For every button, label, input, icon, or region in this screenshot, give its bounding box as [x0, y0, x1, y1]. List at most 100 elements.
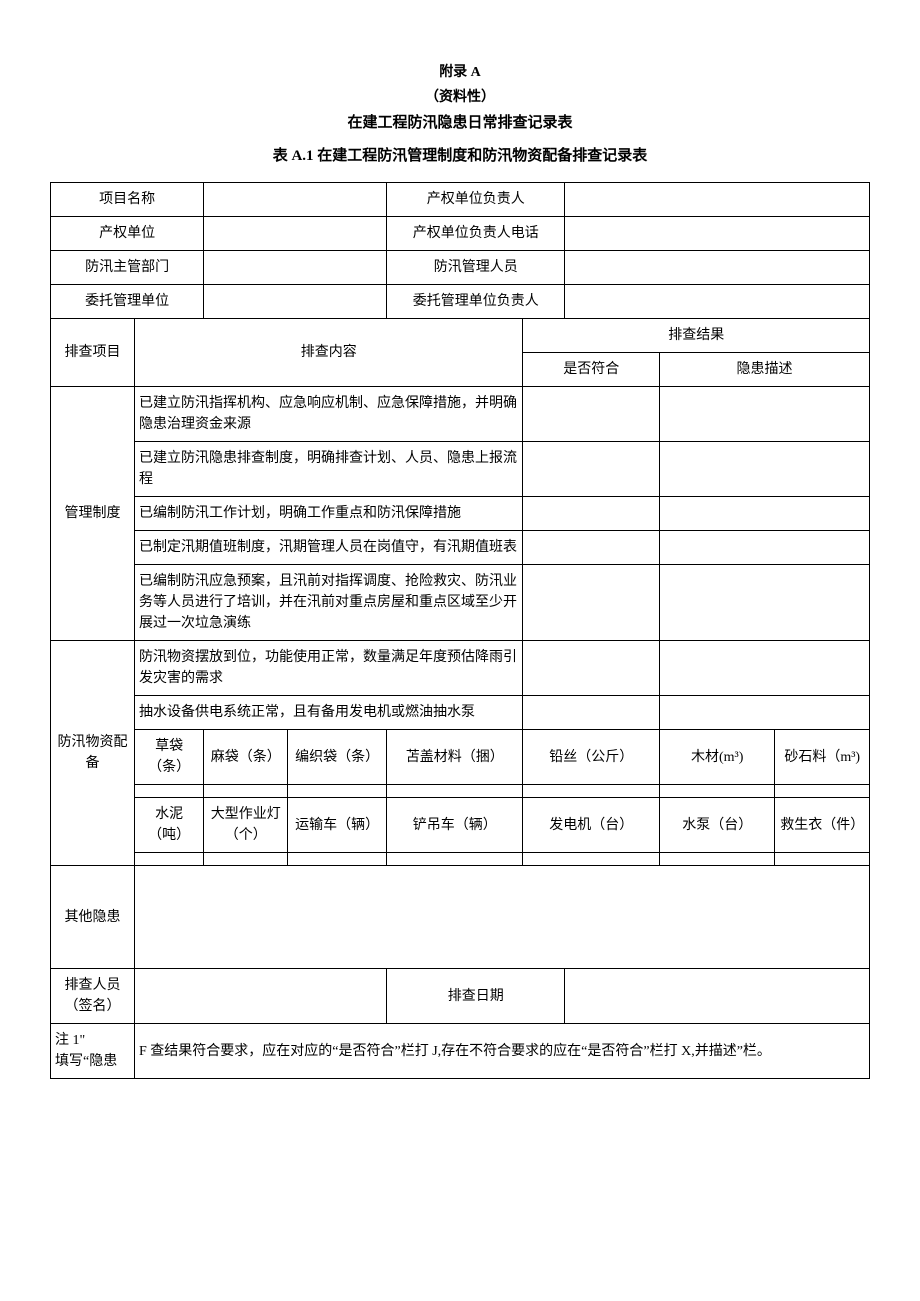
mgmt-desc — [659, 531, 869, 565]
inspection-table: 项目名称 产权单位负责人 产权单位 产权单位负责人电话 防汛主管部门 防汛管理人… — [50, 182, 870, 1079]
mgmt-content: 已编制防汛应急预案，且汛前对指挥调度、抢险救灾、防汛业务等人员进行了培训，并在汛… — [135, 565, 523, 641]
grid-value — [523, 785, 659, 798]
mgmt-row: 已制定汛期值班制度，汛期管理人员在岗值守，有汛期值班表 — [51, 531, 870, 565]
grid-value — [288, 785, 387, 798]
mgmt-row: 已编制防汛应急预案，且汛前对指挥调度、抢险救灾、防汛业务等人员进行了培训，并在汛… — [51, 565, 870, 641]
grid-value — [775, 853, 870, 866]
label-trust-unit: 委托管理单位 — [51, 285, 204, 319]
label-owner-phone: 产权单位负责人电话 — [386, 217, 565, 251]
label-project-name: 项目名称 — [51, 183, 204, 217]
col-result: 排查结果 — [523, 319, 870, 353]
supply-grid-header: 草袋（条） 麻袋（条） 编织袋（条） 苫盖材料（捆） 铅丝（公斤） 木材(m³)… — [51, 730, 870, 785]
mgmt-conform — [523, 497, 659, 531]
label-trust-person: 委托管理单位负责人 — [386, 285, 565, 319]
grid-value — [204, 853, 288, 866]
label-sign-date: 排查日期 — [386, 969, 565, 1024]
grid-cell: 救生衣（件） — [775, 798, 870, 853]
appendix-label: 附录 A — [50, 60, 870, 85]
grid-value — [386, 853, 523, 866]
label-sign-person: 排查人员（签名） — [51, 969, 135, 1024]
grid-cell: 麻袋（条） — [204, 730, 288, 785]
label-owner-unit: 产权单位 — [51, 217, 204, 251]
value-owner-phone — [565, 217, 870, 251]
mgmt-conform — [523, 442, 659, 497]
supply-row: 抽水设备供电系统正常，且有备用发电机或燃油抽水泵 — [51, 696, 870, 730]
label-dept: 防汛主管部门 — [51, 251, 204, 285]
mgmt-content: 已建立防汛指挥机构、应急响应机制、应急保障措施，并明确隐患治理资金来源 — [135, 387, 523, 442]
mgmt-content: 已建立防汛隐患排查制度，明确排查计划、人员、隐患上报流程 — [135, 442, 523, 497]
other-row: 其他隐患 — [51, 866, 870, 969]
note-label-text: 注 1" — [55, 1033, 85, 1048]
mgmt-row: 已建立防汛隐患排查制度，明确排查计划、人员、隐患上报流程 — [51, 442, 870, 497]
value-owner-unit — [204, 217, 387, 251]
mgmt-row: 已编制防汛工作计划，明确工作重点和防汛保障措施 — [51, 497, 870, 531]
grid-value — [135, 853, 204, 866]
document-header: 附录 A （资料性） 在建工程防汛隐患日常排查记录表 表 A.1 在建工程防汛管… — [50, 60, 870, 170]
nature-label: （资料性） — [50, 85, 870, 110]
col-desc: 隐患描述 — [659, 353, 869, 387]
value-trust-person — [565, 285, 870, 319]
value-trust-unit — [204, 285, 387, 319]
grid-cell: 运输车（辆） — [288, 798, 387, 853]
value-dept — [204, 251, 387, 285]
grid-value — [775, 785, 870, 798]
grid-value — [204, 785, 288, 798]
supply-conform — [523, 641, 659, 696]
grid-value — [523, 853, 659, 866]
supply-row: 防汛物资配备 防汛物资摆放到位，功能使用正常，数量满足年度预估降雨引发灾害的需求 — [51, 641, 870, 696]
label-manager: 防汛管理人员 — [386, 251, 565, 285]
grid-cell: 水泥（吨） — [135, 798, 204, 853]
grid-value — [659, 853, 774, 866]
signature-row: 排查人员（签名） 排查日期 — [51, 969, 870, 1024]
col-conform: 是否符合 — [523, 353, 659, 387]
col-item: 排查项目 — [51, 319, 135, 387]
mgmt-content: 已编制防汛工作计划，明确工作重点和防汛保障措施 — [135, 497, 523, 531]
info-row: 产权单位 产权单位负责人电话 — [51, 217, 870, 251]
grid-value — [288, 853, 387, 866]
mgmt-conform — [523, 565, 659, 641]
main-title: 在建工程防汛隐患日常排查记录表 — [50, 110, 870, 137]
supply-grid-value — [51, 785, 870, 798]
grid-cell: 木材(m³) — [659, 730, 774, 785]
grid-cell: 水泵（台） — [659, 798, 774, 853]
note-prefix-text: 填写“隐患 — [55, 1054, 117, 1069]
mgmt-desc — [659, 387, 869, 442]
mgmt-desc — [659, 442, 869, 497]
info-row: 委托管理单位 委托管理单位负责人 — [51, 285, 870, 319]
label-owner-person: 产权单位负责人 — [386, 183, 565, 217]
grid-value — [135, 785, 204, 798]
value-sign-date — [565, 969, 870, 1024]
other-content — [135, 866, 870, 969]
grid-value — [386, 785, 523, 798]
grid-cell: 铲吊车（辆） — [386, 798, 523, 853]
supply-conform — [523, 696, 659, 730]
supply-grid-value — [51, 853, 870, 866]
note-row: 注 1" 填写“隐患 F 查结果符合要求，应在对应的“是否符合”栏打 J,存在不… — [51, 1024, 870, 1079]
mgmt-desc — [659, 565, 869, 641]
section-supply: 防汛物资配备 — [51, 641, 135, 866]
grid-cell: 编织袋（条） — [288, 730, 387, 785]
supply-content: 防汛物资摆放到位，功能使用正常，数量满足年度预估降雨引发灾害的需求 — [135, 641, 523, 696]
value-manager — [565, 251, 870, 285]
col-content: 排查内容 — [135, 319, 523, 387]
grid-cell: 发电机（台） — [523, 798, 659, 853]
section-mgmt: 管理制度 — [51, 387, 135, 641]
header-row: 排查项目 排查内容 排查结果 — [51, 319, 870, 353]
mgmt-desc — [659, 497, 869, 531]
supply-desc — [659, 696, 869, 730]
info-row: 防汛主管部门 防汛管理人员 — [51, 251, 870, 285]
info-row: 项目名称 产权单位负责人 — [51, 183, 870, 217]
supply-desc — [659, 641, 869, 696]
mgmt-conform — [523, 531, 659, 565]
supply-grid-header: 水泥（吨） 大型作业灯（个） 运输车（辆） 铲吊车（辆） 发电机（台） 水泵（台… — [51, 798, 870, 853]
note-label: 注 1" 填写“隐患 — [51, 1024, 135, 1079]
grid-cell: 苫盖材料（捆） — [386, 730, 523, 785]
value-sign-person — [135, 969, 387, 1024]
grid-cell: 大型作业灯（个） — [204, 798, 288, 853]
section-other: 其他隐患 — [51, 866, 135, 969]
grid-cell: 铅丝（公斤） — [523, 730, 659, 785]
grid-cell: 草袋（条） — [135, 730, 204, 785]
note-text: F 查结果符合要求，应在对应的“是否符合”栏打 J,存在不符合要求的应在“是否符… — [135, 1024, 870, 1079]
mgmt-content: 已制定汛期值班制度，汛期管理人员在岗值守，有汛期值班表 — [135, 531, 523, 565]
grid-cell: 砂石料（m³) — [775, 730, 870, 785]
